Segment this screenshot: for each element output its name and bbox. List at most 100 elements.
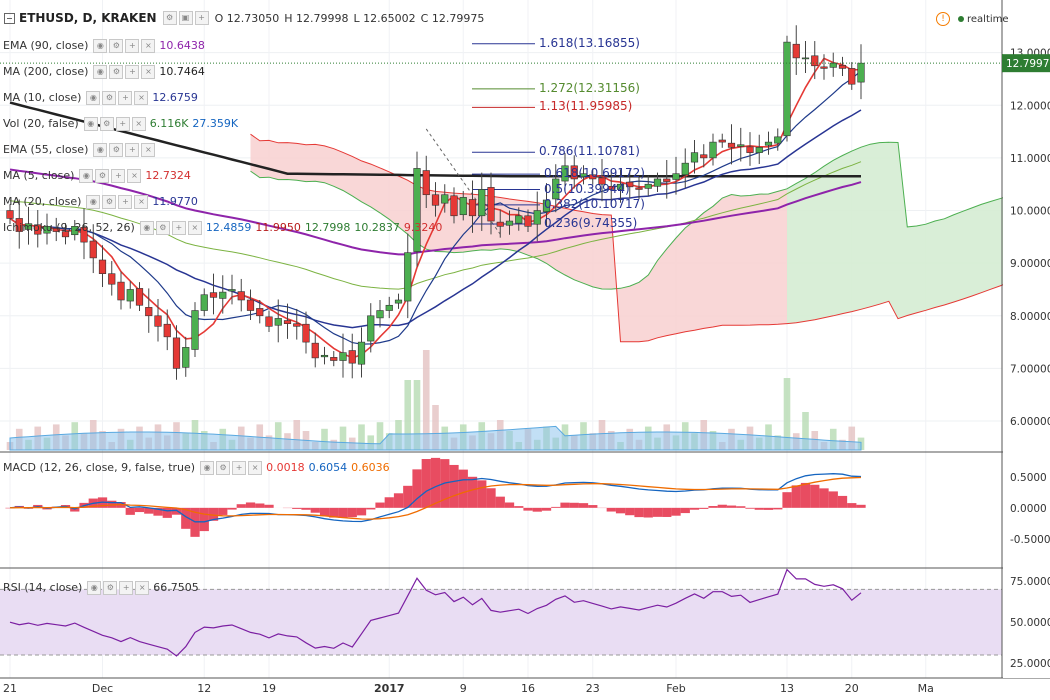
eye-icon[interactable]: ◉ <box>79 169 94 183</box>
legend-row[interactable]: Vol (20, false) ◉ ⚙ + × 6.116K 27.359K <box>0 116 238 132</box>
macd-histogram-bar <box>319 507 330 517</box>
time-tick-label: 9 <box>460 682 467 695</box>
macd-histogram-bar <box>643 507 653 518</box>
settings-icon[interactable]: ⚙ <box>109 143 124 157</box>
ma-200-line <box>9 101 861 178</box>
macd-histogram-bar <box>199 507 209 532</box>
ohlc-item: L 12.65002 <box>353 11 416 25</box>
macd-histogram-bar <box>208 507 219 521</box>
macd-legend[interactable]: MACD (12, 26, close, 9, false, true) ◉ ⚙ + ×… <box>0 460 390 476</box>
candle-body <box>311 342 319 359</box>
macd-histogram-bar <box>181 507 191 529</box>
legend-row[interactable]: MA (5, close) ◉ ⚙ + × 12.7324 <box>0 168 191 184</box>
settings-icon[interactable]: ⚙ <box>95 169 110 183</box>
macd-tick-label: -0.5000 <box>1010 534 1050 546</box>
time-tick-label: 12 <box>197 682 211 695</box>
legend-row[interactable]: EMA (55, close) ◉ ⚙ + × <box>0 142 156 158</box>
settings-icon[interactable]: ⚙ <box>103 581 118 595</box>
volume-bar <box>783 378 791 450</box>
close-icon[interactable]: × <box>127 169 142 183</box>
candle-body <box>570 165 578 180</box>
settings-icon[interactable]: ⚙ <box>99 117 114 131</box>
macd-histogram-bar <box>366 507 376 510</box>
legend-name: MA (200, close) <box>3 65 89 78</box>
add-icon[interactable]: + <box>125 39 140 53</box>
candle-body <box>487 187 495 222</box>
macd-line <box>9 473 862 523</box>
candle-body <box>246 299 255 311</box>
settings-icon[interactable]: ⚙ <box>155 221 170 235</box>
candle-body <box>61 231 70 238</box>
volume-bar <box>274 422 282 450</box>
close-icon[interactable]: × <box>141 65 156 79</box>
close-icon[interactable]: × <box>131 117 146 131</box>
price-tick-label: 8.00000 <box>1010 311 1050 323</box>
close-icon[interactable]: × <box>187 221 202 235</box>
macd-histogram-bar <box>449 464 459 508</box>
legend-name: EMA (90, close) <box>3 39 89 52</box>
eye-icon[interactable]: ◉ <box>139 221 154 235</box>
legend-value: 6.116K <box>149 117 189 130</box>
settings-icon[interactable]: ⚙ <box>109 39 124 53</box>
eye-icon[interactable]: ◉ <box>93 65 108 79</box>
candle-body <box>690 152 699 163</box>
legend-row[interactable]: MA (200, close) ◉ ⚙ + × 10.7464 <box>0 64 205 80</box>
settings-icon[interactable]: ⚙ <box>102 195 117 209</box>
eye-icon[interactable]: ◉ <box>86 91 101 105</box>
ma-10-line <box>9 70 862 345</box>
legend-row[interactable]: Ichimoku (9, 26, 52, 26) ◉ ⚙ + × 12.4859 11.99… <box>0 220 442 236</box>
close-icon[interactable]: × <box>141 39 156 53</box>
warning-icon[interactable]: ! <box>936 12 950 26</box>
macd-histogram-bar <box>652 507 663 517</box>
add-icon[interactable]: + <box>119 581 134 595</box>
close-icon[interactable]: × <box>134 195 149 209</box>
settings-icon[interactable]: ⚙ <box>216 461 231 475</box>
candle-body <box>404 252 412 302</box>
add-icon[interactable]: + <box>125 65 140 79</box>
candle-body <box>24 223 33 230</box>
rsi-legend[interactable]: RSI (14, close) ◉ ⚙ + × 66.7505 <box>0 580 199 596</box>
eye-icon[interactable]: ◉ <box>93 39 108 53</box>
macd-histogram-bar <box>680 507 690 514</box>
candle-body <box>589 174 597 180</box>
settings-icon[interactable]: ⚙ <box>102 91 117 105</box>
macd-histogram-bar <box>338 507 348 518</box>
legend-row[interactable]: MA (20, close) ◉ ⚙ + × 11.9770 <box>0 194 198 210</box>
macd-histogram-bar <box>689 507 700 510</box>
settings-icon[interactable]: ⚙ <box>109 65 124 79</box>
eye-icon[interactable]: ◉ <box>200 461 215 475</box>
candle-body <box>163 323 171 338</box>
add-icon[interactable]: + <box>194 11 209 25</box>
add-icon[interactable]: + <box>118 91 133 105</box>
eye-icon[interactable]: ◉ <box>87 581 102 595</box>
lock-icon[interactable]: ▣ <box>178 11 193 25</box>
collapse-icon[interactable] <box>4 12 15 24</box>
macd-tick-label: 0.5000 <box>1010 472 1047 484</box>
legend-row[interactable]: MA (10, close) ◉ ⚙ + × 12.6759 <box>0 90 198 106</box>
add-icon[interactable]: + <box>232 461 247 475</box>
close-icon[interactable]: × <box>141 143 156 157</box>
add-icon[interactable]: + <box>118 195 133 209</box>
macd-histogram-bar <box>588 505 598 508</box>
settings-icon[interactable]: ⚙ <box>162 11 177 25</box>
add-icon[interactable]: + <box>111 169 126 183</box>
candle-body <box>718 139 726 143</box>
macd-histogram-bar <box>708 506 718 508</box>
close-icon[interactable]: × <box>134 91 149 105</box>
eye-icon[interactable]: ◉ <box>93 143 108 157</box>
macd-histogram-bar <box>227 507 237 510</box>
add-icon[interactable]: + <box>115 117 130 131</box>
add-icon[interactable]: + <box>125 143 140 157</box>
legend-row[interactable]: EMA (90, close) ◉ ⚙ + × 10.6438 <box>0 38 205 54</box>
close-icon[interactable]: × <box>248 461 263 475</box>
candle-body <box>829 62 837 68</box>
eye-icon[interactable]: ◉ <box>86 195 101 209</box>
close-icon[interactable]: × <box>135 581 150 595</box>
add-icon[interactable]: + <box>171 221 186 235</box>
macd-histogram-bar <box>717 504 727 508</box>
candle-body <box>635 187 643 190</box>
macd-histogram-bar <box>782 492 792 508</box>
eye-icon[interactable]: ◉ <box>83 117 98 131</box>
time-tick-label: 16 <box>521 682 535 695</box>
